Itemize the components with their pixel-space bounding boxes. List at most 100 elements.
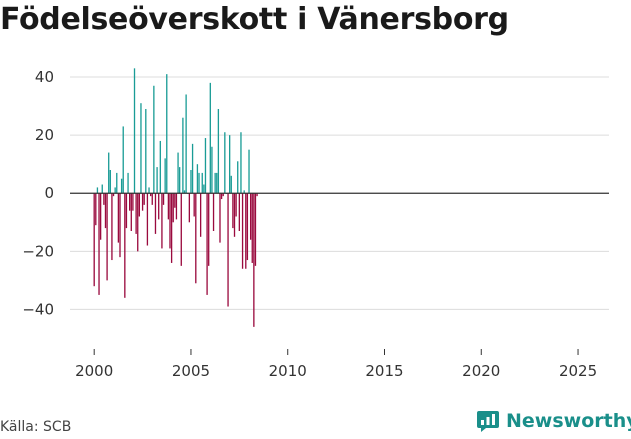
bar — [232, 193, 234, 229]
bar — [191, 143, 194, 194]
y-tick-label: −40 — [22, 300, 54, 318]
x-tick-label: 2020 — [462, 362, 500, 380]
bar — [216, 172, 218, 194]
bar — [217, 109, 220, 194]
bar — [114, 187, 116, 194]
chart-title: Födelseöverskott i Vänersborg — [0, 2, 509, 37]
bar — [220, 193, 223, 200]
bar — [143, 193, 145, 205]
bar — [138, 193, 141, 217]
bar — [196, 164, 199, 194]
bar — [169, 193, 171, 249]
bar — [203, 184, 205, 194]
bar — [145, 109, 147, 194]
bar — [208, 193, 210, 266]
bar — [99, 193, 102, 240]
bar — [237, 161, 239, 194]
newsworthy-logo-icon — [477, 411, 499, 432]
bar — [199, 193, 202, 237]
x-tick-label: 2005 — [172, 362, 210, 380]
bar — [211, 146, 213, 194]
bar — [159, 140, 161, 194]
bar — [103, 193, 105, 205]
bar — [204, 138, 207, 194]
bar — [106, 193, 108, 281]
x-tick-label: 2015 — [365, 362, 403, 380]
bar — [96, 187, 99, 194]
bar — [241, 193, 244, 269]
bar — [161, 193, 163, 249]
bar — [238, 193, 240, 231]
bar — [153, 85, 155, 194]
bar — [175, 193, 178, 220]
bar — [135, 193, 137, 234]
bar — [235, 193, 237, 217]
bar — [227, 193, 229, 307]
bar — [164, 158, 166, 194]
newsworthy-logo: Newsworthy — [476, 409, 631, 433]
bar — [224, 132, 226, 194]
y-axis: 40 20 0 −20 −40 — [22, 68, 54, 318]
bar — [93, 193, 95, 287]
newsworthy-wordmark: Newsworthy — [506, 410, 631, 432]
bar — [167, 193, 170, 220]
y-tick-label: 40 — [35, 68, 54, 86]
bar — [230, 175, 232, 194]
bar — [154, 193, 157, 234]
bar — [190, 170, 192, 194]
bar — [130, 193, 132, 231]
bar — [141, 193, 144, 211]
bar — [117, 193, 120, 243]
bar — [149, 193, 152, 197]
bar — [222, 193, 224, 197]
bar — [166, 74, 168, 194]
y-tick-label: 20 — [35, 126, 54, 144]
bar — [246, 193, 249, 261]
x-axis: 2000 2005 2010 2015 2020 2025 — [75, 349, 597, 380]
bar — [111, 193, 113, 261]
bar — [172, 193, 174, 223]
bar — [116, 172, 118, 194]
bar — [248, 149, 250, 194]
bar — [183, 190, 186, 194]
y-tick-label: −20 — [22, 242, 54, 260]
bar — [253, 193, 255, 327]
bar — [245, 193, 247, 269]
bar — [132, 193, 134, 211]
gridlines — [70, 76, 609, 310]
bar — [127, 172, 129, 194]
bar — [174, 193, 176, 208]
bar — [212, 193, 215, 231]
bar — [162, 193, 165, 205]
bar — [182, 117, 184, 194]
bar — [95, 193, 97, 226]
bar — [124, 193, 126, 298]
bar — [256, 193, 258, 197]
bar — [198, 172, 200, 194]
bar — [219, 193, 221, 243]
bar — [179, 167, 181, 194]
bar — [133, 68, 136, 194]
bar — [140, 103, 142, 194]
bar — [229, 135, 231, 194]
bar — [104, 193, 107, 229]
bar — [109, 170, 111, 194]
bar — [195, 193, 197, 284]
bar — [156, 167, 158, 194]
bar — [193, 193, 195, 217]
y-tick-label: 0 — [44, 184, 54, 202]
bar — [243, 190, 245, 194]
bar — [101, 184, 103, 194]
bar — [233, 193, 236, 237]
x-tick-label: 2010 — [269, 362, 307, 380]
bar — [201, 172, 203, 194]
bar — [112, 193, 115, 197]
bar — [177, 152, 179, 194]
bar — [119, 193, 121, 258]
bar — [98, 193, 100, 295]
bar — [188, 193, 191, 223]
bar — [240, 132, 242, 194]
x-tick-label: 2025 — [559, 362, 597, 380]
bar — [251, 193, 253, 263]
